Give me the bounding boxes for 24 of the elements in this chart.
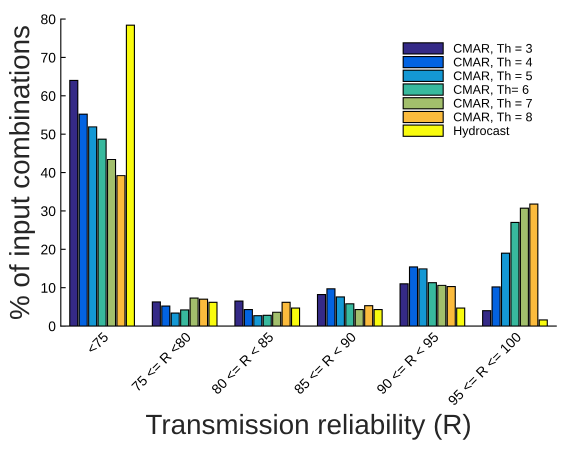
legend-label: CMAR, Th = 8 xyxy=(454,112,532,123)
legend-label: CMAR, Th = 3 xyxy=(454,44,532,54)
x-tick-label: 75 <= R <80 xyxy=(131,332,192,392)
legend-label: CMAR, Th = 5 xyxy=(454,71,532,82)
y-tick-label: 20 xyxy=(41,244,56,254)
y-tick-label: 0 xyxy=(48,321,56,332)
y-tick-label: 40 xyxy=(40,168,56,178)
x-tick-label: <75 xyxy=(86,332,109,354)
x-tick-label: 80 <= R < 85 xyxy=(210,332,274,395)
legend-label: Hydrocast xyxy=(454,126,510,138)
legend-label: CMAR, Th= 6 xyxy=(454,84,528,96)
legend-label: CMAR, Th = 7 xyxy=(454,98,532,110)
y-tick-label: 80 xyxy=(41,14,56,24)
y-tick-label: 30 xyxy=(41,206,56,216)
x-tick-label: 90 <= R < 95 xyxy=(376,332,440,395)
x-tick-label: 85 <= R < 90 xyxy=(293,332,357,395)
x-axis-title: Transmission reliability (R) xyxy=(146,414,470,440)
legend-label: CMAR, Th = 4 xyxy=(454,57,532,68)
y-tick-label: 60 xyxy=(41,91,56,101)
y-tick-label: 70 xyxy=(41,52,56,63)
y-tick-label: 50 xyxy=(41,130,56,140)
x-tick-label: 95 <= R <= 100 xyxy=(447,332,522,406)
y-tick-label: 10 xyxy=(42,283,56,293)
y-axis-title: % of input combinations xyxy=(9,26,35,320)
